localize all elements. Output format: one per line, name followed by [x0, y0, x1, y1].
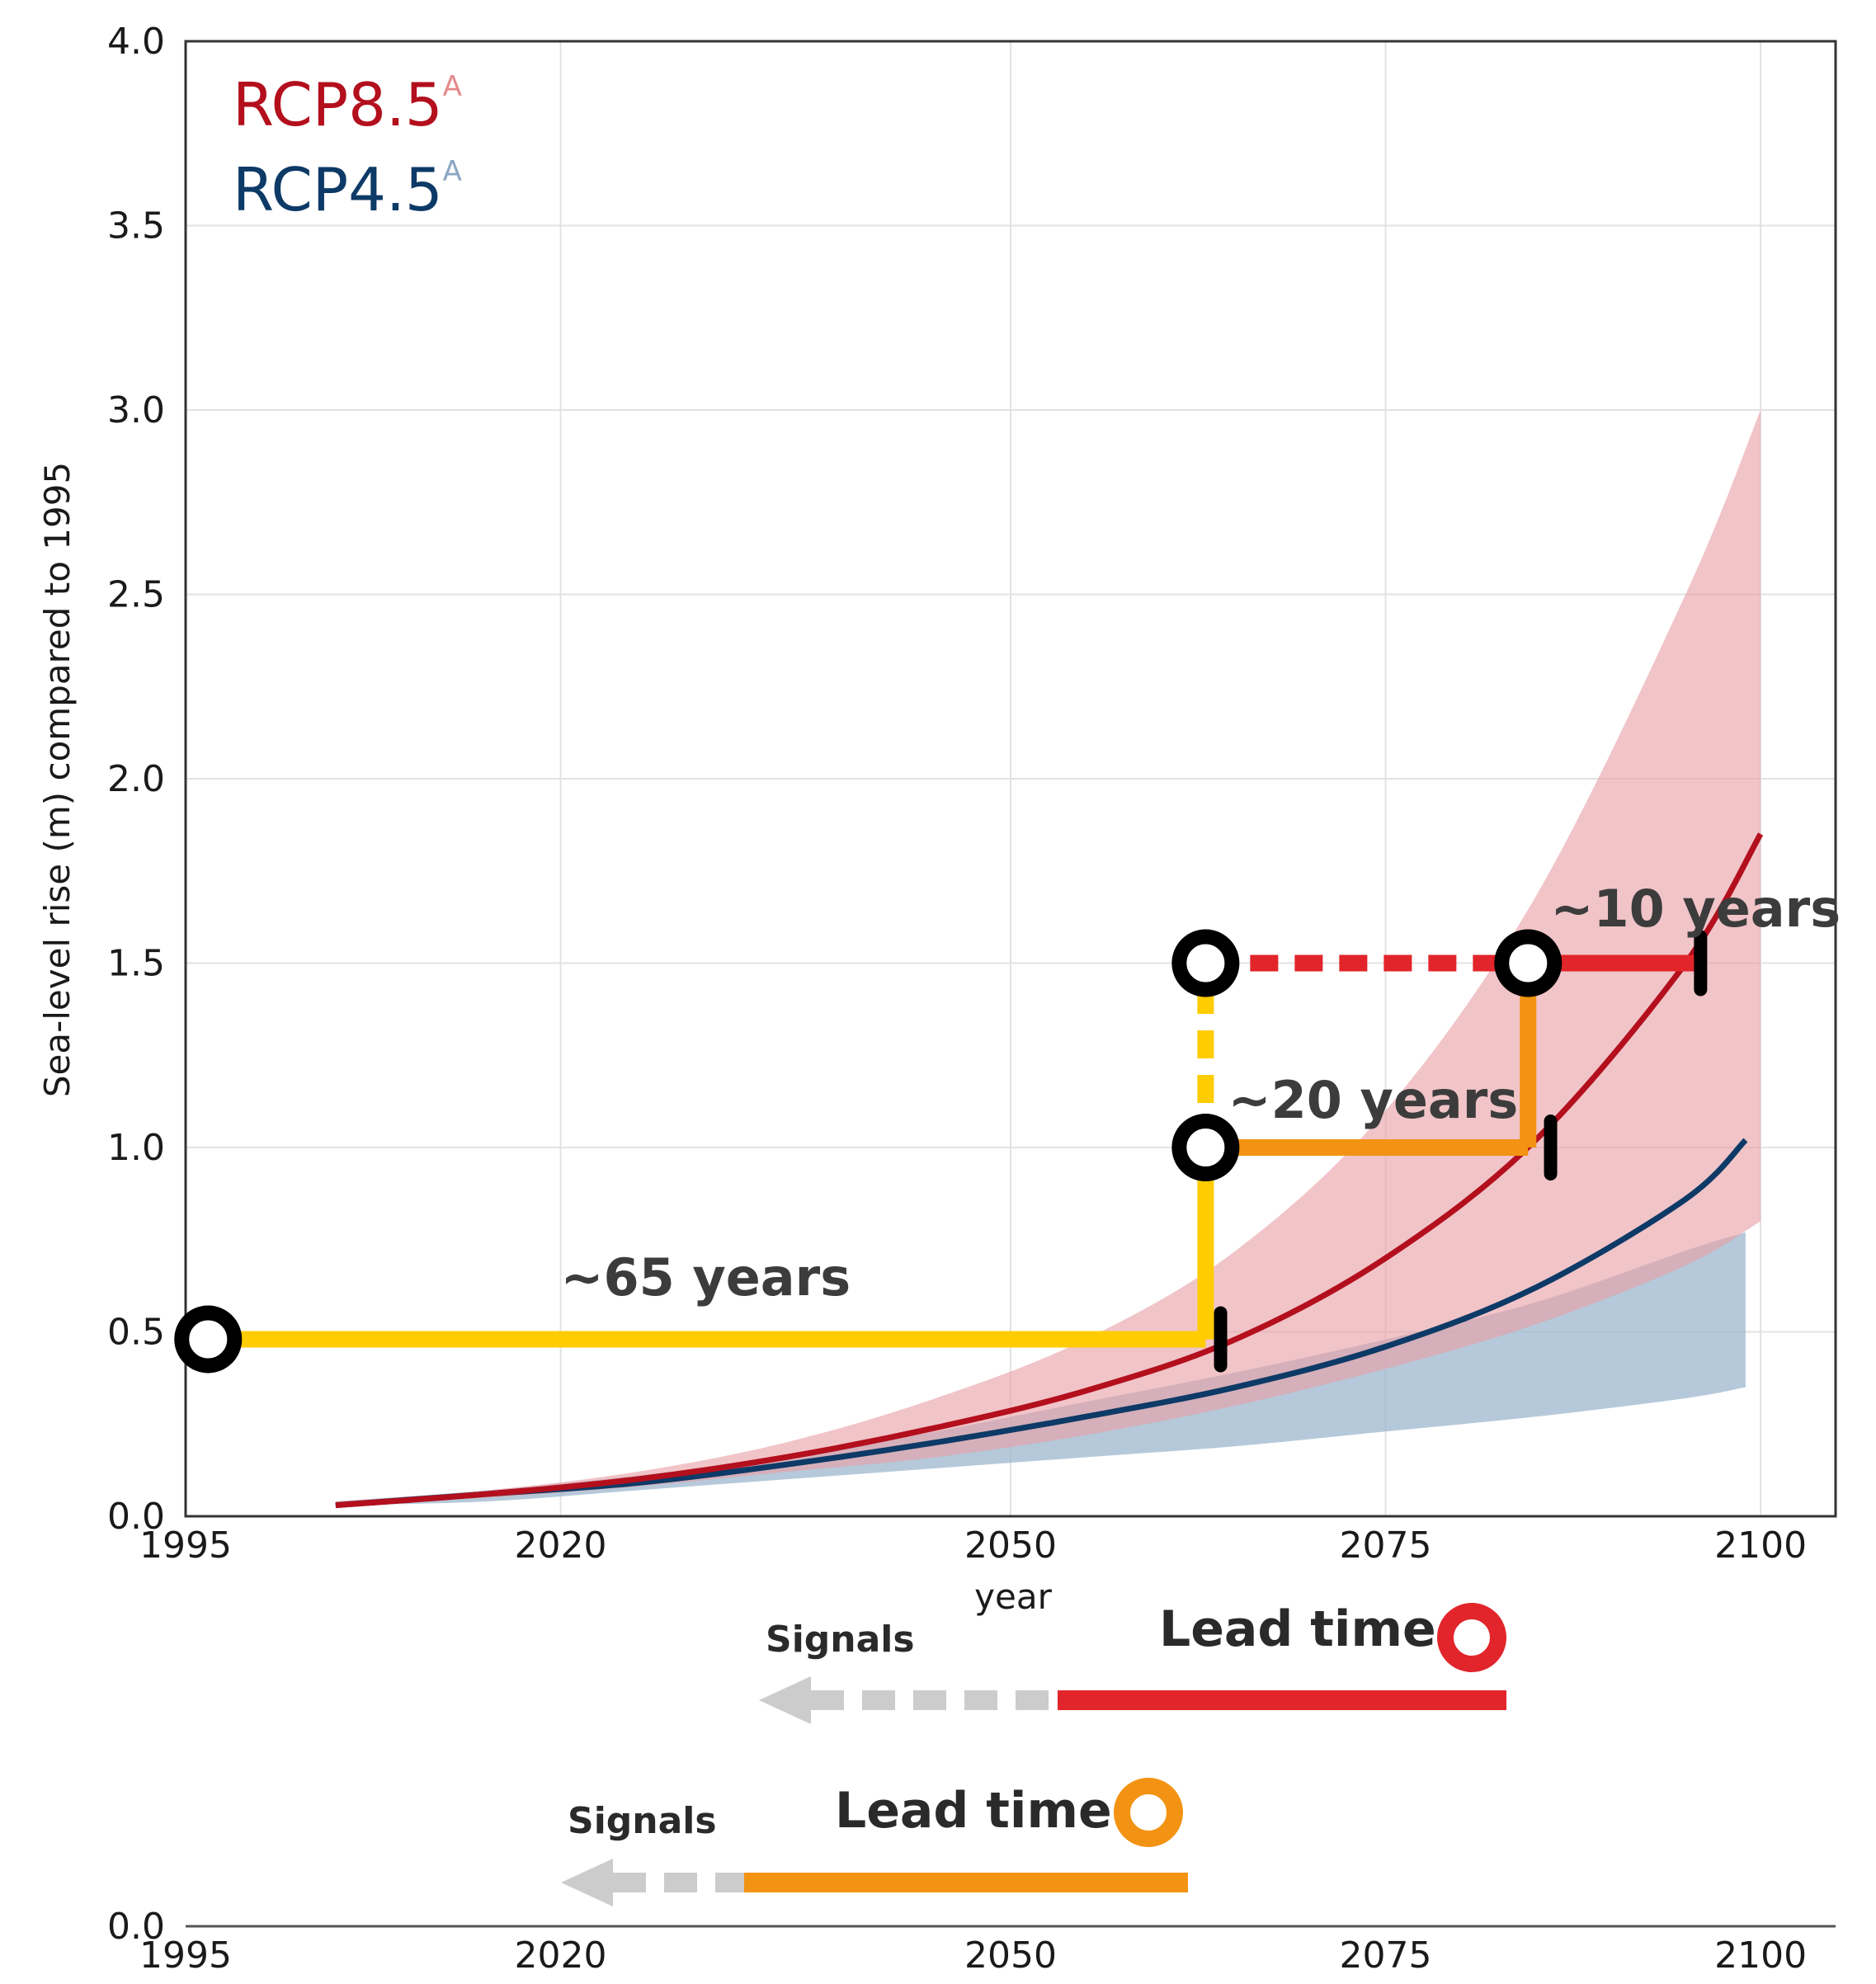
x-tick-0: 1995 — [139, 1525, 232, 1567]
decision-point-0 — [174, 1305, 243, 1374]
y-tick-4: 2.0 — [107, 758, 165, 800]
red-signals-label: Signals — [766, 1619, 915, 1661]
band-rcp45 — [335, 1232, 1746, 1506]
y-tick-8: 4.0 — [107, 21, 165, 63]
y-tick-1: 0.5 — [107, 1312, 165, 1354]
x-tick-1: 2020 — [515, 1525, 607, 1567]
lower-x-tick-0: 1995 — [139, 1935, 232, 1977]
x-tick-3: 2075 — [1340, 1525, 1432, 1567]
x-tick-2: 2050 — [964, 1525, 1057, 1567]
red-ring-icon — [1437, 1603, 1506, 1672]
lower-x-tick-labels: 1995 2020 2050 2075 2100 — [139, 1935, 1807, 1977]
legend-rcp45: RCP4.5A — [233, 155, 462, 224]
y-tick-3: 1.5 — [107, 943, 165, 985]
band-rcp85 — [335, 410, 1761, 1506]
lower-y-tick-0: 0.0 — [107, 1906, 165, 1948]
annotation-65-years: ~65 years — [561, 1247, 851, 1308]
lead-time-legend-orange: Signals Lead time — [561, 1778, 1188, 1906]
x-tick-4: 2100 — [1714, 1525, 1807, 1567]
legend-rcp85-sup: A — [443, 70, 462, 103]
decision-point-1 — [1171, 1114, 1240, 1181]
y-tick-6: 3.0 — [107, 389, 165, 431]
y-tick-0: 0.0 — [107, 1496, 165, 1538]
decision-points — [174, 929, 1563, 1374]
legend-rcp45-sup: A — [443, 155, 462, 188]
decision-point-3 — [1494, 929, 1563, 997]
orange-signals-label: Signals — [568, 1800, 717, 1842]
y-axis-label: Sea-level rise (m) compared to 1995 — [37, 462, 78, 1097]
y-tick-2: 1.0 — [107, 1127, 165, 1169]
red-lead-time-label: Lead time — [1159, 1600, 1436, 1658]
orange-ring-icon — [1114, 1778, 1183, 1847]
y-tick-labels: 0.0 0.5 1.0 1.5 2.0 2.5 3.0 3.5 4.0 — [107, 21, 165, 1538]
y-tick-7: 3.5 — [107, 205, 165, 247]
annotation-20-years: ~20 years — [1228, 1070, 1519, 1130]
legend-rcp45-label: RCP4.5 — [233, 155, 443, 224]
lower-x-tick-2: 2050 — [964, 1935, 1057, 1977]
uncertainty-bands — [335, 410, 1761, 1506]
lower-x-tick-4: 2100 — [1714, 1935, 1807, 1977]
x-tick-labels: 1995 2020 2050 2075 2100 — [139, 1525, 1807, 1567]
legend-rcp85: RCP8.5A — [233, 70, 462, 139]
orange-lead-time-label: Lead time — [835, 1782, 1112, 1840]
legend-rcp85-label: RCP8.5 — [233, 70, 443, 139]
annotation-10-years: ~10 years — [1551, 879, 1841, 939]
red-arrow-head — [759, 1676, 811, 1724]
y-tick-5: 2.5 — [107, 574, 165, 616]
lower-x-tick-1: 2020 — [515, 1935, 607, 1977]
orange-arrow-head — [561, 1859, 613, 1906]
median-rcp85 — [335, 832, 1764, 1509]
lead-time-legend-red: Signals Lead time — [759, 1600, 1506, 1724]
plot-frame — [184, 40, 1837, 1518]
x-axis-label: year — [974, 1576, 1052, 1617]
legend: RCP8.5A RCP4.5A — [233, 70, 462, 224]
median-lines — [335, 832, 1764, 1509]
lower-x-tick-3: 2075 — [1340, 1935, 1432, 1977]
decision-point-2 — [1171, 929, 1240, 997]
